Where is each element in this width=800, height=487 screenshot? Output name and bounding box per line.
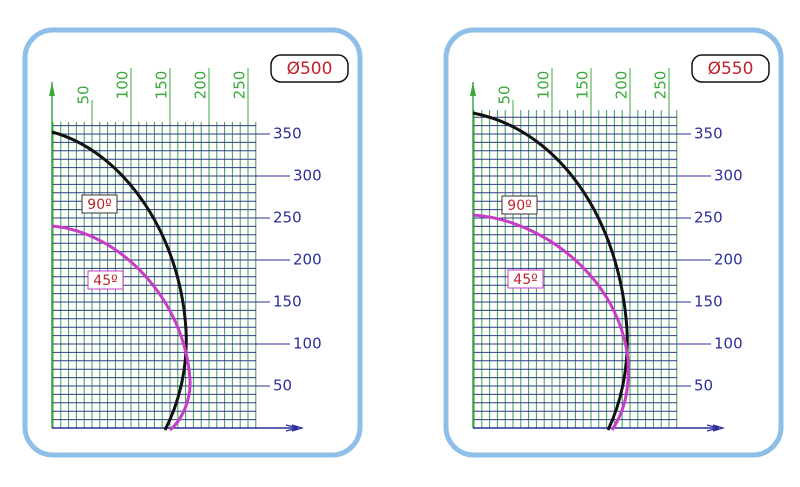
- x-tick-label: 50: [496, 85, 514, 104]
- curve-label: 90º: [87, 197, 111, 213]
- y-tick-label: 200: [714, 251, 743, 269]
- y-tick-label: 50: [694, 377, 713, 395]
- x-tick-label: 200: [613, 71, 631, 100]
- y-tick-label: 300: [293, 167, 322, 185]
- curve-45: [472, 213, 630, 431]
- y-axis-arrow: [49, 82, 55, 96]
- panel-frame: [22, 27, 363, 458]
- curve-90: [472, 111, 629, 431]
- y-axis-arrow: [470, 82, 476, 96]
- curve-label-box: [87, 270, 124, 290]
- curve-label: 45º: [513, 272, 537, 288]
- y-tick-label: 300: [714, 167, 743, 185]
- x-tick-label: 150: [574, 71, 592, 100]
- x-tick-label: 100: [114, 71, 132, 100]
- y-tick-label: 100: [293, 335, 322, 353]
- panel: 50 100 150 200 250 350 300 250 200 150 100 50 90º 45º…: [443, 27, 784, 458]
- y-tick-label: 350: [694, 125, 723, 143]
- curve-label-box: [501, 195, 538, 215]
- x-tick-label: 100: [535, 71, 553, 100]
- curve-90: [51, 130, 188, 431]
- y-tick-label: 250: [273, 209, 302, 227]
- panel-title: Ø500: [287, 59, 333, 79]
- panel: 50 100 150 200 250 350 300 250 200 150 100 50 90º 45º…: [22, 27, 363, 458]
- y-tick-label: 150: [694, 293, 723, 311]
- x-axis-arrow: [285, 424, 305, 432]
- y-tick-label: 150: [273, 293, 302, 311]
- x-tick-label: 50: [75, 85, 93, 104]
- y-tick-label: 100: [714, 335, 743, 353]
- x-tick-label: 250: [231, 71, 249, 100]
- title-box: [270, 54, 349, 83]
- x-tick-label: 150: [153, 71, 171, 100]
- y-tick-label: 200: [293, 251, 322, 269]
- curve-label: 45º: [93, 273, 117, 289]
- y-tick-label: 50: [273, 377, 292, 395]
- curve-label-box: [507, 269, 544, 289]
- title-box: [691, 54, 770, 83]
- curve-label-box: [81, 194, 118, 214]
- y-tick-label: 250: [694, 209, 723, 227]
- panel-title: Ø550: [708, 59, 754, 79]
- x-axis-arrow: [706, 424, 726, 432]
- y-tick-label: 350: [273, 125, 302, 143]
- x-tick-label: 200: [192, 71, 210, 100]
- curve-label: 90º: [507, 198, 531, 214]
- x-tick-label: 250: [652, 71, 670, 100]
- curve-45: [51, 224, 192, 432]
